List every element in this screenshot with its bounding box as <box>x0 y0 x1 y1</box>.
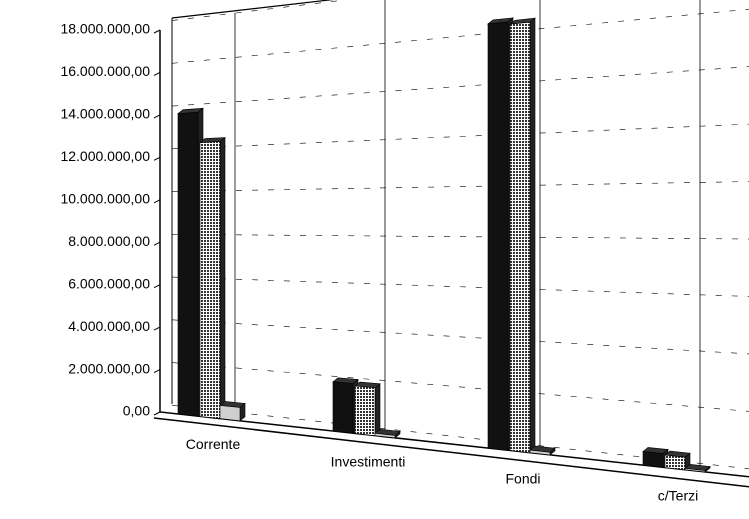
wall-top <box>171 0 335 19</box>
y-tick-label: 2.000.000,00 <box>68 360 150 376</box>
bar <box>332 377 359 434</box>
y-tick-label: 8.000.000,00 <box>68 233 150 249</box>
grid-line <box>171 0 348 21</box>
y-tick <box>153 29 161 34</box>
grid-line <box>171 123 749 150</box>
y-tick-label: 16.000.000,00 <box>60 63 150 79</box>
axis-frame <box>159 30 749 478</box>
bar <box>509 17 536 454</box>
grid-line <box>171 66 749 107</box>
grid-line <box>171 362 749 412</box>
bar <box>219 401 246 422</box>
bar <box>354 381 381 437</box>
y-tick <box>153 241 161 246</box>
x-tick-label: Investimenti <box>331 453 406 469</box>
y-tick <box>153 71 161 76</box>
y-tick-label: 10.000.000,00 <box>60 190 150 206</box>
x-tick-label: Fondi <box>505 470 540 486</box>
y-tick-label: 18.000.000,00 <box>60 21 150 37</box>
y-tick-label: 4.000.000,00 <box>68 318 150 334</box>
x-tick-label: c/Terzi <box>658 487 698 503</box>
y-tick-label: 14.000.000,00 <box>60 106 150 122</box>
y-tick <box>153 411 161 416</box>
y-tick <box>153 156 161 161</box>
y-tick <box>153 114 161 119</box>
grid-line <box>171 8 749 64</box>
bar <box>642 447 669 468</box>
bar <box>487 17 514 451</box>
grid-line <box>171 181 749 192</box>
y-tick <box>153 284 161 289</box>
bar <box>374 428 401 439</box>
bar <box>177 107 204 417</box>
y-tick <box>153 199 161 204</box>
grid-line <box>171 234 749 240</box>
bar <box>529 445 556 456</box>
floor-front <box>153 417 749 488</box>
y-tick-label: 12.000.000,00 <box>60 148 150 164</box>
y-tick <box>153 326 161 331</box>
grid-line <box>171 276 749 297</box>
bar <box>664 450 691 471</box>
grid-line <box>171 319 749 355</box>
y-tick <box>153 369 161 374</box>
y-tick-label: 6.000.000,00 <box>68 275 150 291</box>
bar <box>684 464 711 473</box>
y-tick-label: 0,00 <box>123 403 150 419</box>
x-tick-label: Corrente <box>186 436 241 452</box>
bar <box>199 136 226 420</box>
